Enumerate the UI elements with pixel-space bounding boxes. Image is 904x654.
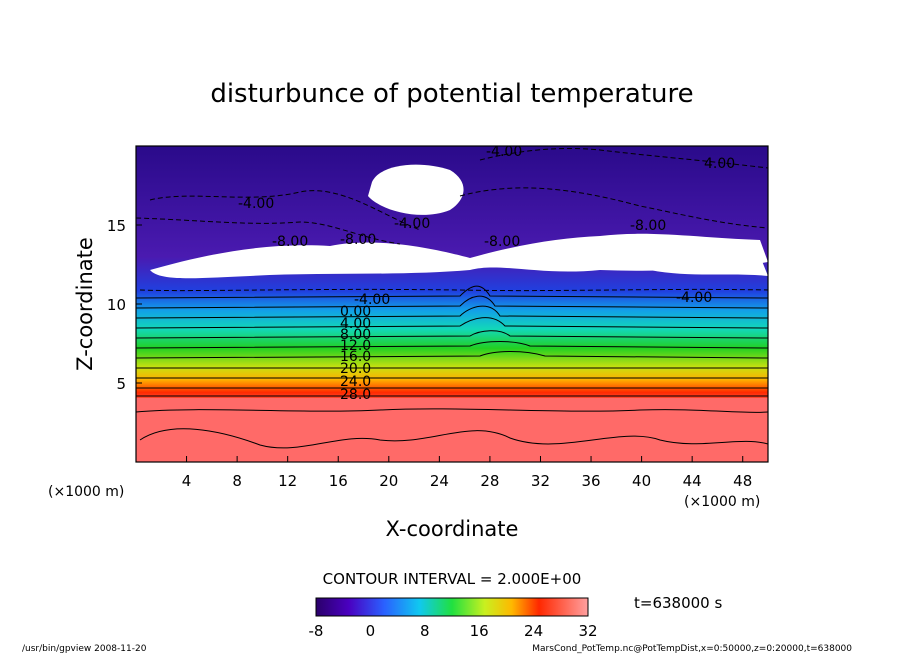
contour-label: -4.00 (676, 290, 712, 306)
contour-label: -4.00 (394, 216, 430, 232)
contour-label: -8.00 (340, 232, 376, 248)
x-tick-label: 16 (329, 472, 348, 490)
contour-line (139, 288, 768, 292)
contour-line (136, 330, 768, 339)
contour-interval: CONTOUR INTERVAL = 2.000E+00 (323, 570, 582, 588)
contour-line (136, 217, 401, 245)
colorbar-ticks: -8 0 8 16 24 32 (309, 622, 598, 640)
x-tick-label: 36 (581, 472, 600, 490)
contour-label: -4.00 (486, 144, 522, 160)
contour-label: 24.0 (340, 374, 371, 390)
contour-line (136, 305, 768, 319)
chart-title: disturbunce of potential temperature (210, 79, 693, 109)
x-tick-label: 4 (182, 472, 192, 490)
x-axis-title: X-coordinate (386, 517, 519, 541)
contour-labels: -4.00 4.00 -4.00 -4.00 -8.00 -8.00 -8.00… (238, 144, 735, 403)
contour-label: -4.00 (354, 292, 390, 308)
x-tick-label: 8 (232, 472, 242, 490)
x-tick-label: 32 (531, 472, 550, 490)
colorbar-tick-label: 24 (524, 622, 543, 640)
colorbar-tick-label: 8 (420, 622, 430, 640)
colorbar-tick-label: 32 (578, 622, 597, 640)
saturation-region-right (650, 249, 768, 276)
contour-label: 4.00 (340, 316, 371, 332)
contour-label: 16.0 (340, 349, 371, 365)
y-axis-title: Z-coordinate (73, 237, 97, 371)
time-label: t=638000 s (634, 594, 722, 612)
contour-line (479, 147, 768, 169)
contour-label: 0.00 (340, 304, 371, 320)
x-unit-right: (×1000 m) (684, 494, 760, 510)
contour-label: 12.0 (340, 338, 371, 354)
contour-label: -8.00 (630, 218, 666, 234)
x-tick-label: 48 (733, 472, 752, 490)
contour-line (136, 285, 768, 299)
x-tick-label: 40 (632, 472, 651, 490)
y-tick-label: 10 (107, 296, 126, 314)
contour-line (136, 408, 768, 413)
colorbar-tick-label: 16 (470, 622, 489, 640)
footer-right: MarsCond_PotTemp.nc@PotTempDist,x=0:5000… (532, 644, 852, 654)
colorbar-tick-label: 0 (366, 622, 376, 640)
contour-line (149, 190, 421, 231)
contour-lines (136, 147, 768, 449)
contour-line (136, 317, 768, 329)
contour-label: 20.0 (340, 361, 371, 377)
x-tick-label: 24 (430, 472, 449, 490)
x-tick-label: 28 (480, 472, 499, 490)
field-plot: -4.00 4.00 -4.00 -4.00 -8.00 -8.00 -8.00… (136, 144, 768, 462)
contour-label: 28.0 (340, 387, 371, 403)
x-tick-label: 20 (379, 472, 398, 490)
near-surface-region (136, 398, 768, 462)
x-unit-left: (×1000 m) (48, 484, 124, 500)
x-tick-label: 44 (683, 472, 702, 490)
colorbar (315, 597, 589, 617)
y-tick-label: 15 (107, 217, 126, 235)
saturation-region-upper (368, 164, 464, 215)
footer-left: /usr/bin/gpview 2008-11-20 (22, 644, 147, 654)
contour-label: -8.00 (272, 234, 308, 250)
contour-line (459, 187, 768, 229)
contour-line (139, 428, 768, 449)
contour-label: 4.00 (704, 156, 735, 172)
y-axis: 5 10 15 (107, 217, 142, 393)
contour-line (136, 295, 768, 309)
colorbar-tick-label: -8 (309, 622, 324, 640)
y-tick-label: 5 (116, 375, 126, 393)
x-axis: 4 8 12 16 20 24 28 32 36 40 44 48 (182, 456, 752, 490)
contour-label: -8.00 (484, 234, 520, 250)
saturation-region-lower (150, 233, 768, 279)
x-tick-label: 12 (278, 472, 297, 490)
contour-line (136, 351, 768, 359)
contour-label: -4.00 (238, 196, 274, 212)
contour-label: 8.00 (340, 327, 371, 343)
contour-line (136, 341, 768, 349)
